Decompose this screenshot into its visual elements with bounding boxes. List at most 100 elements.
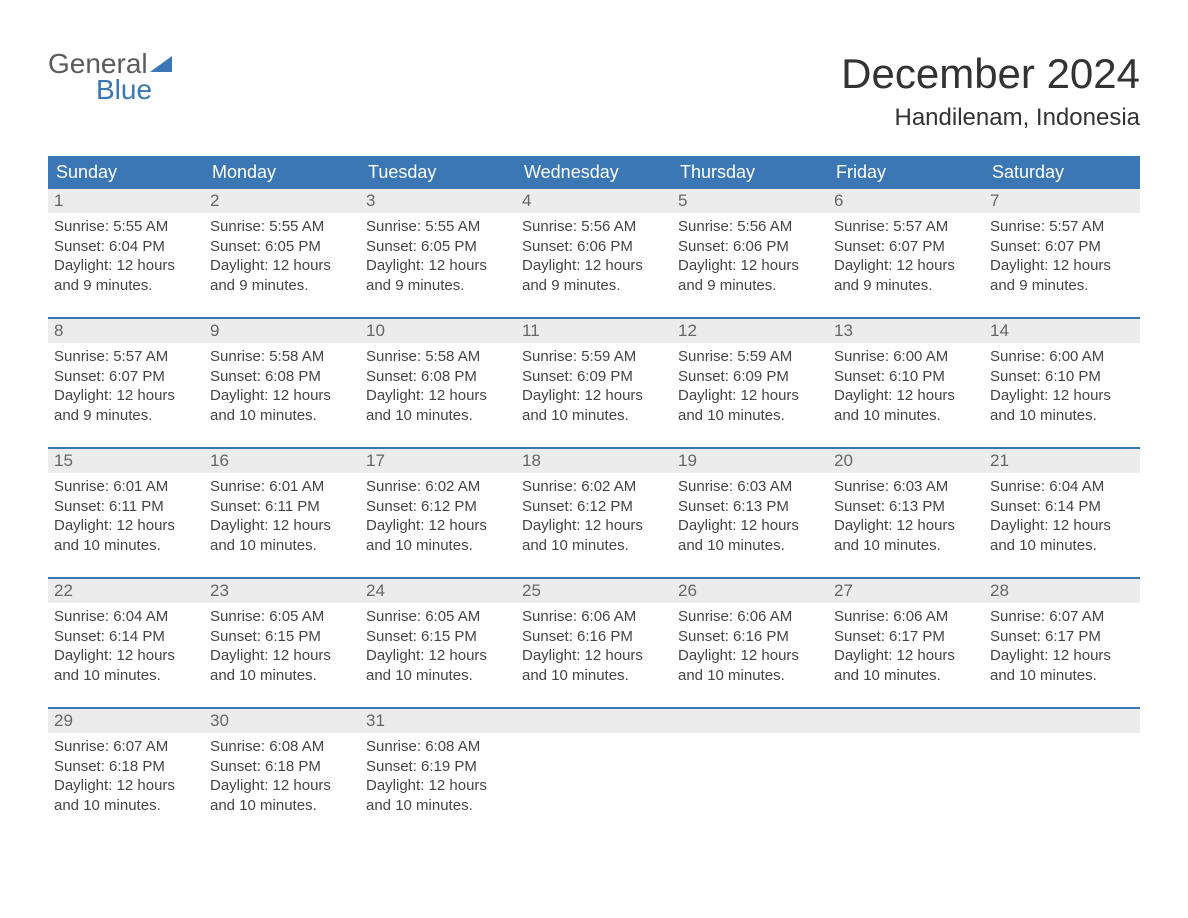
day-body: Sunrise: 6:00 AMSunset: 6:10 PMDaylight:… [828, 343, 984, 425]
sunset-line: Sunset: 6:18 PM [210, 757, 354, 777]
daylight-line: Daylight: 12 hours and 10 minutes. [366, 516, 510, 555]
sunset-line: Sunset: 6:11 PM [54, 497, 198, 517]
day-body: Sunrise: 5:59 AMSunset: 6:09 PMDaylight:… [672, 343, 828, 425]
day-body: Sunrise: 5:56 AMSunset: 6:06 PMDaylight:… [516, 213, 672, 295]
day-body: Sunrise: 5:55 AMSunset: 6:05 PMDaylight:… [204, 213, 360, 295]
day-body: Sunrise: 5:59 AMSunset: 6:09 PMDaylight:… [516, 343, 672, 425]
sunrise-line: Sunrise: 5:58 AM [366, 347, 510, 367]
calendar-week: 29Sunrise: 6:07 AMSunset: 6:18 PMDayligh… [48, 707, 1140, 815]
daylight-line: Daylight: 12 hours and 10 minutes. [522, 386, 666, 425]
sunrise-line: Sunrise: 5:57 AM [990, 217, 1134, 237]
day-cell [672, 709, 828, 815]
daylight-line: Daylight: 12 hours and 10 minutes. [366, 646, 510, 685]
sunset-line: Sunset: 6:06 PM [678, 237, 822, 257]
day-cell: 13Sunrise: 6:00 AMSunset: 6:10 PMDayligh… [828, 319, 984, 425]
day-cell: 19Sunrise: 6:03 AMSunset: 6:13 PMDayligh… [672, 449, 828, 555]
day-number: 22 [48, 579, 204, 603]
day-cell: 12Sunrise: 5:59 AMSunset: 6:09 PMDayligh… [672, 319, 828, 425]
sunrise-line: Sunrise: 6:07 AM [990, 607, 1134, 627]
day-body: Sunrise: 6:07 AMSunset: 6:17 PMDaylight:… [984, 603, 1140, 685]
weekday-header: Tuesday [360, 156, 516, 189]
sunrise-line: Sunrise: 6:03 AM [834, 477, 978, 497]
sunset-line: Sunset: 6:08 PM [366, 367, 510, 387]
daylight-line: Daylight: 12 hours and 9 minutes. [522, 256, 666, 295]
weekday-header: Sunday [48, 156, 204, 189]
day-number: 11 [516, 319, 672, 343]
sunset-line: Sunset: 6:17 PM [990, 627, 1134, 647]
day-cell: 11Sunrise: 5:59 AMSunset: 6:09 PMDayligh… [516, 319, 672, 425]
daylight-line: Daylight: 12 hours and 10 minutes. [678, 516, 822, 555]
calendar-week: 1Sunrise: 5:55 AMSunset: 6:04 PMDaylight… [48, 189, 1140, 295]
day-body: Sunrise: 6:01 AMSunset: 6:11 PMDaylight:… [204, 473, 360, 555]
sunset-line: Sunset: 6:13 PM [834, 497, 978, 517]
day-number [828, 709, 984, 733]
day-cell: 14Sunrise: 6:00 AMSunset: 6:10 PMDayligh… [984, 319, 1140, 425]
day-number: 24 [360, 579, 516, 603]
day-cell: 20Sunrise: 6:03 AMSunset: 6:13 PMDayligh… [828, 449, 984, 555]
day-body: Sunrise: 5:55 AMSunset: 6:04 PMDaylight:… [48, 213, 204, 295]
sunset-line: Sunset: 6:15 PM [210, 627, 354, 647]
day-number: 25 [516, 579, 672, 603]
day-number: 7 [984, 189, 1140, 213]
day-number: 26 [672, 579, 828, 603]
day-cell: 29Sunrise: 6:07 AMSunset: 6:18 PMDayligh… [48, 709, 204, 815]
day-number: 9 [204, 319, 360, 343]
sunset-line: Sunset: 6:07 PM [990, 237, 1134, 257]
daylight-line: Daylight: 12 hours and 9 minutes. [54, 386, 198, 425]
day-number: 14 [984, 319, 1140, 343]
day-cell: 6Sunrise: 5:57 AMSunset: 6:07 PMDaylight… [828, 189, 984, 295]
daylight-line: Daylight: 12 hours and 10 minutes. [834, 386, 978, 425]
daylight-line: Daylight: 12 hours and 9 minutes. [990, 256, 1134, 295]
day-cell [984, 709, 1140, 815]
day-body: Sunrise: 5:57 AMSunset: 6:07 PMDaylight:… [984, 213, 1140, 295]
weekday-header: Monday [204, 156, 360, 189]
sunset-line: Sunset: 6:10 PM [834, 367, 978, 387]
sunrise-line: Sunrise: 6:03 AM [678, 477, 822, 497]
sunrise-line: Sunrise: 6:07 AM [54, 737, 198, 757]
daylight-line: Daylight: 12 hours and 10 minutes. [54, 646, 198, 685]
day-body: Sunrise: 6:05 AMSunset: 6:15 PMDaylight:… [204, 603, 360, 685]
calendar-week: 22Sunrise: 6:04 AMSunset: 6:14 PMDayligh… [48, 577, 1140, 685]
day-body: Sunrise: 6:00 AMSunset: 6:10 PMDaylight:… [984, 343, 1140, 425]
sunrise-line: Sunrise: 5:57 AM [54, 347, 198, 367]
daylight-line: Daylight: 12 hours and 10 minutes. [210, 386, 354, 425]
day-number: 27 [828, 579, 984, 603]
sunrise-line: Sunrise: 6:02 AM [522, 477, 666, 497]
day-cell: 9Sunrise: 5:58 AMSunset: 6:08 PMDaylight… [204, 319, 360, 425]
day-cell: 5Sunrise: 5:56 AMSunset: 6:06 PMDaylight… [672, 189, 828, 295]
sunrise-line: Sunrise: 6:06 AM [834, 607, 978, 627]
day-cell [516, 709, 672, 815]
day-number: 15 [48, 449, 204, 473]
sunset-line: Sunset: 6:14 PM [54, 627, 198, 647]
day-cell: 23Sunrise: 6:05 AMSunset: 6:15 PMDayligh… [204, 579, 360, 685]
day-number [984, 709, 1140, 733]
day-number: 6 [828, 189, 984, 213]
calendar-week: 8Sunrise: 5:57 AMSunset: 6:07 PMDaylight… [48, 317, 1140, 425]
day-body: Sunrise: 6:06 AMSunset: 6:16 PMDaylight:… [516, 603, 672, 685]
day-number: 18 [516, 449, 672, 473]
day-number: 31 [360, 709, 516, 733]
daylight-line: Daylight: 12 hours and 10 minutes. [54, 516, 198, 555]
sunrise-line: Sunrise: 6:08 AM [366, 737, 510, 757]
sunset-line: Sunset: 6:13 PM [678, 497, 822, 517]
sunrise-line: Sunrise: 6:01 AM [54, 477, 198, 497]
day-body: Sunrise: 6:03 AMSunset: 6:13 PMDaylight:… [672, 473, 828, 555]
sunrise-line: Sunrise: 6:06 AM [678, 607, 822, 627]
weekday-header: Saturday [984, 156, 1140, 189]
sunset-line: Sunset: 6:14 PM [990, 497, 1134, 517]
daylight-line: Daylight: 12 hours and 9 minutes. [54, 256, 198, 295]
day-number: 20 [828, 449, 984, 473]
sunrise-line: Sunrise: 6:05 AM [210, 607, 354, 627]
flag-icon [150, 56, 172, 72]
sunrise-line: Sunrise: 6:02 AM [366, 477, 510, 497]
calendar-weeks: 1Sunrise: 5:55 AMSunset: 6:04 PMDaylight… [48, 189, 1140, 815]
sunrise-line: Sunrise: 5:59 AM [678, 347, 822, 367]
sunset-line: Sunset: 6:18 PM [54, 757, 198, 777]
day-cell: 17Sunrise: 6:02 AMSunset: 6:12 PMDayligh… [360, 449, 516, 555]
day-body: Sunrise: 6:08 AMSunset: 6:19 PMDaylight:… [360, 733, 516, 815]
day-body: Sunrise: 5:56 AMSunset: 6:06 PMDaylight:… [672, 213, 828, 295]
day-cell: 15 Sunrise: 6:01 AMSunset: 6:11 PMDayligh… [48, 449, 204, 555]
day-body: Sunrise: 6:04 AMSunset: 6:14 PMDaylight:… [48, 603, 204, 685]
day-cell: 16Sunrise: 6:01 AMSunset: 6:11 PMDayligh… [204, 449, 360, 555]
daylight-line: Daylight: 12 hours and 10 minutes. [678, 646, 822, 685]
